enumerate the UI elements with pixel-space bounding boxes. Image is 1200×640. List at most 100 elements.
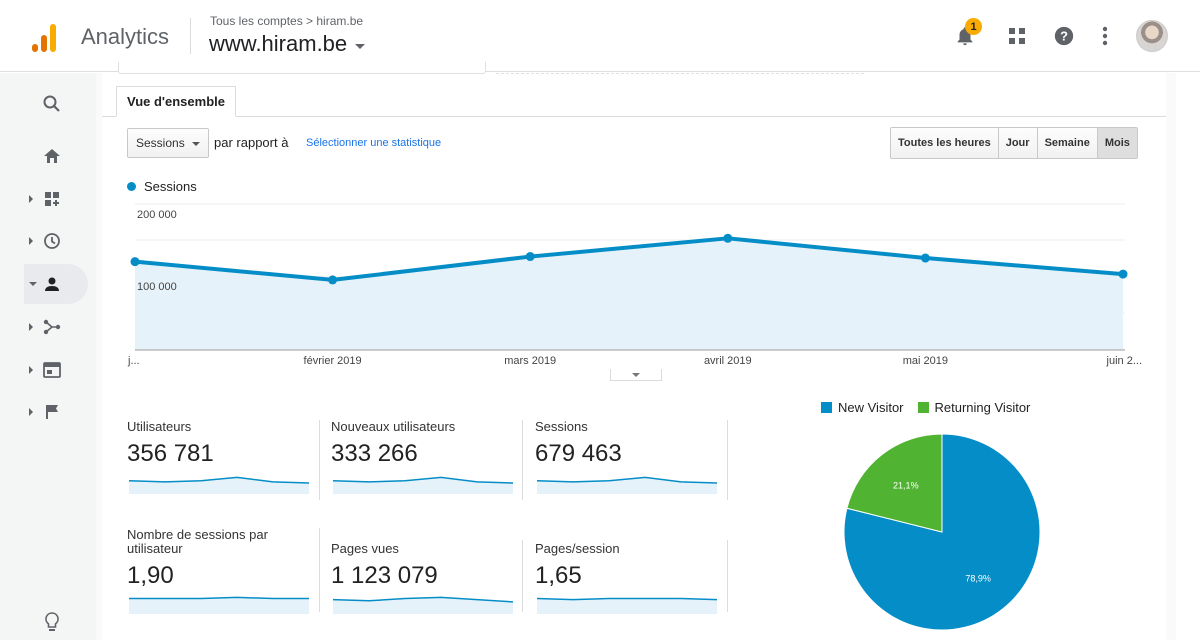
sparkline-line: [333, 596, 513, 603]
legend-label: Returning Visitor: [934, 400, 1031, 415]
legend-item-returning-visitor[interactable]: Returning Visitor: [917, 400, 1031, 415]
pie-label-new-visitor: 78,9%: [965, 573, 991, 583]
pie-slice-returning-visitor[interactable]: [846, 433, 943, 533]
scorecard-divider: [727, 540, 728, 612]
x-tick-label: février 2019: [304, 355, 362, 367]
sidebar-item-behavior[interactable]: [0, 350, 88, 390]
chevron-down-icon: [355, 43, 366, 49]
analytics-logo[interactable]: [32, 22, 62, 52]
sidebar: [0, 73, 96, 640]
sessions-line-chart: 200 000 100 000 j... février 2019 mars 201…: [127, 203, 1142, 367]
x-tick-label: mars 2019: [504, 355, 556, 367]
legend-swatch: [821, 402, 832, 413]
customization-icon: [42, 189, 62, 209]
more-options-button[interactable]: [1093, 24, 1117, 48]
header-divider: [190, 18, 191, 54]
notifications-button[interactable]: 1: [953, 18, 982, 48]
app-header: Analytics Tous les comptes > hiram.be ww…: [0, 0, 1200, 72]
time-button-month[interactable]: Mois: [1097, 128, 1137, 158]
sparkline-area: [537, 477, 717, 494]
pie-slice-new-visitor[interactable]: [843, 433, 1041, 631]
more-vert-icon: [1102, 26, 1108, 46]
sparkline-area: [129, 477, 309, 494]
compare-label: par rapport à: [214, 135, 289, 150]
data-point-5[interactable]: [1118, 269, 1128, 279]
expand-arrow-icon: [29, 323, 33, 331]
scorecard-label: Pages vues: [331, 541, 399, 556]
scorecard[interactable]: Sessions 679 463: [535, 420, 731, 510]
acquisition-icon: [42, 317, 62, 337]
segment-bar: [118, 62, 486, 74]
scorecard-label: Sessions: [535, 419, 588, 434]
scorecard-divider: [319, 528, 320, 612]
data-point-0[interactable]: [130, 257, 140, 267]
lightbulb-icon[interactable]: [44, 612, 60, 634]
scorecard-value: 1,90: [127, 562, 174, 589]
logo-bar-medium: [41, 35, 47, 52]
sidebar-item-audience[interactable]: [24, 264, 88, 304]
segment-bar-placeholder: [496, 66, 864, 74]
data-point-4[interactable]: [920, 253, 930, 263]
data-point-2[interactable]: [525, 252, 535, 262]
scorecard[interactable]: Pages/session 1,65: [535, 542, 731, 632]
sidebar-item-customization[interactable]: [0, 179, 88, 219]
time-button-week[interactable]: Semaine: [1037, 128, 1098, 158]
chart-collapse-toggle[interactable]: [610, 369, 662, 381]
scorecard[interactable]: Pages vues 1 123 079: [331, 542, 527, 632]
scorecard[interactable]: Nombre de sessions par utilisateur 1,90: [127, 528, 323, 618]
help-icon: ?: [1054, 26, 1074, 46]
apps-grid-icon: [1009, 28, 1025, 44]
time-button-hourly[interactable]: Toutes les heures: [891, 128, 999, 158]
sparkline-area: [129, 597, 309, 614]
home-icon: [42, 146, 62, 166]
data-point-1[interactable]: [328, 275, 338, 285]
metric-select[interactable]: Sessions: [127, 128, 209, 158]
scorecard-divider: [522, 540, 523, 612]
pie-legend: New Visitor Returning Visitor: [821, 400, 1030, 415]
sparkline-area: [537, 598, 717, 614]
collapse-arrow-icon: [29, 282, 37, 286]
notification-badge: 1: [965, 18, 982, 35]
x-tick-label: mai 2019: [903, 355, 948, 367]
data-point-3[interactable]: [723, 233, 733, 243]
property-selector[interactable]: www.hiram.be: [209, 31, 366, 57]
person-icon: [42, 274, 62, 294]
property-name: www.hiram.be: [209, 31, 348, 56]
expand-arrow-icon: [29, 408, 33, 416]
metric-select-value: Sessions: [136, 136, 185, 150]
line-chart-legend: Sessions: [127, 179, 197, 194]
scorecard-sparkline: [333, 476, 513, 494]
scorecard-label: Pages/session: [535, 541, 620, 556]
sparkline-line: [129, 476, 309, 484]
legend-item-new-visitor[interactable]: New Visitor: [821, 400, 904, 415]
sidebar-item-conversions[interactable]: [0, 392, 88, 432]
sessions-line: [134, 236, 1124, 282]
select-stat-link[interactable]: Sélectionner une statistique: [306, 137, 442, 149]
tab-divider: [102, 116, 1166, 117]
help-button[interactable]: ?: [1052, 24, 1076, 48]
legend-swatch: [127, 182, 136, 191]
scorecard-sparkline: [333, 596, 513, 614]
y-tick-100000: 100 000: [137, 281, 177, 293]
svg-text:?: ?: [1060, 29, 1068, 44]
apps-button[interactable]: [1005, 24, 1029, 48]
time-button-day[interactable]: Jour: [998, 128, 1038, 158]
scorecard-sparkline: [129, 596, 309, 614]
sparkline-line: [333, 476, 513, 484]
sparkline-line: [537, 476, 717, 484]
scorecard-value: 1,65: [535, 562, 582, 589]
time-granularity-group: Toutes les heures Jour Semaine Mois: [890, 127, 1138, 159]
sidebar-item-acquisition[interactable]: [0, 307, 88, 347]
breadcrumb[interactable]: Tous les comptes > hiram.be: [210, 14, 364, 28]
scorecard[interactable]: Utilisateurs 356 781: [127, 420, 323, 510]
tab-overview[interactable]: Vue d'ensemble: [116, 86, 236, 117]
chevron-down-icon: [192, 142, 200, 146]
expand-arrow-icon: [29, 237, 33, 245]
sidebar-item-search[interactable]: [0, 84, 88, 124]
scorecard[interactable]: Nouveaux utilisateurs 333 266: [331, 420, 527, 510]
pie-label-returning-visitor: 21,1%: [893, 481, 919, 491]
sidebar-item-home[interactable]: [0, 136, 88, 176]
sidebar-item-realtime[interactable]: [0, 221, 88, 261]
expand-arrow-icon: [29, 366, 33, 374]
avatar[interactable]: [1136, 20, 1168, 52]
